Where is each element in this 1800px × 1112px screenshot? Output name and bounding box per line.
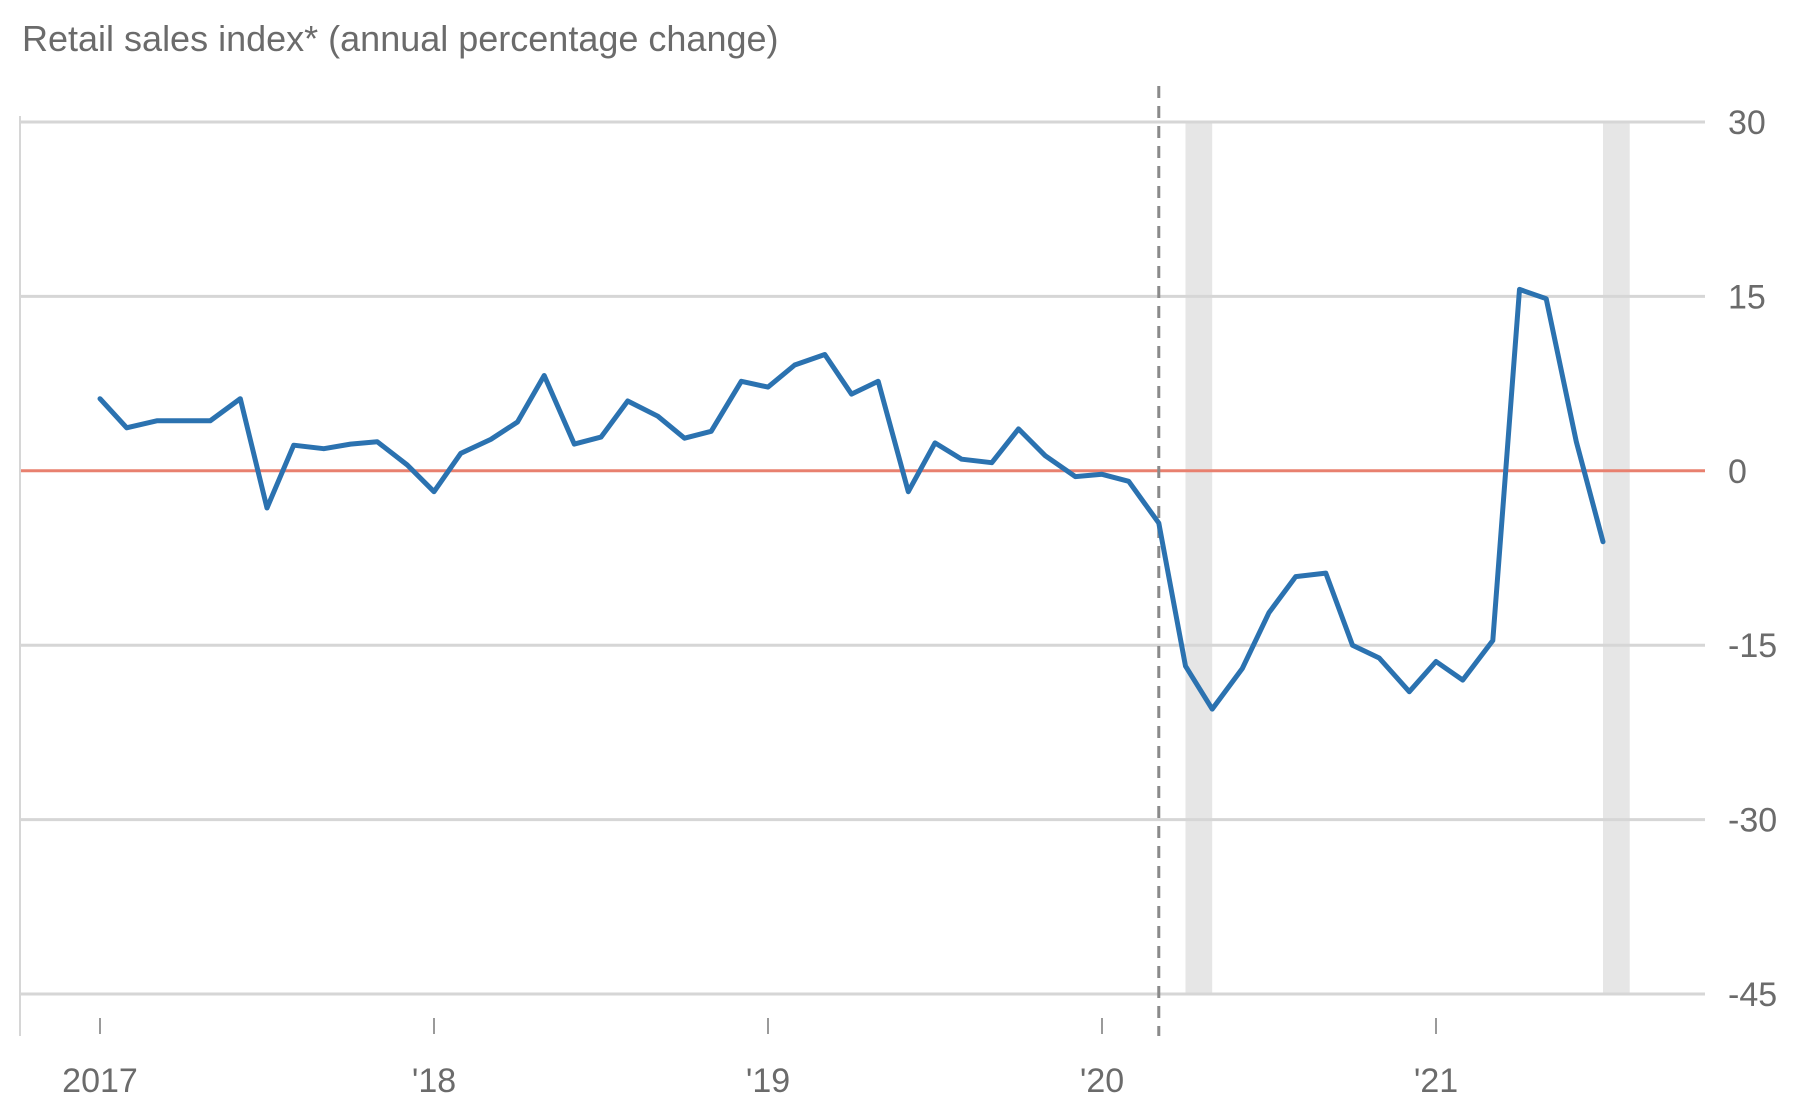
x-tick-label-2: '19	[746, 1062, 790, 1100]
y-tick-label-0: 30	[1728, 104, 1766, 142]
shaded-periods	[1185, 122, 1630, 994]
x-tick-label-3: '20	[1080, 1062, 1124, 1100]
gridlines	[20, 120, 1705, 996]
y-tick-label-4: -30	[1728, 802, 1777, 840]
x-tick-label-0: 2017	[62, 1062, 138, 1100]
shaded-period-1	[1603, 122, 1630, 994]
y-tick-label-5: -45	[1728, 976, 1777, 1014]
shaded-period-0	[1185, 122, 1213, 994]
x-axis: 2017 '18 '19 '20 '21	[19, 116, 1458, 1100]
series-line-0	[97, 286, 1606, 712]
chart-title: Retail sales index* (annual percentage c…	[22, 18, 779, 59]
series-lines	[97, 286, 1606, 712]
y-tick-label-1: 15	[1728, 278, 1766, 316]
y-axis-labels: 30 15 0 -15 -30 -45	[1728, 104, 1777, 1014]
x-tick-label-1: '18	[412, 1062, 456, 1100]
y-tick-label-3: -15	[1728, 627, 1777, 665]
y-tick-label-2: 0	[1728, 453, 1747, 491]
x-tick-label-4: '21	[1414, 1062, 1458, 1100]
